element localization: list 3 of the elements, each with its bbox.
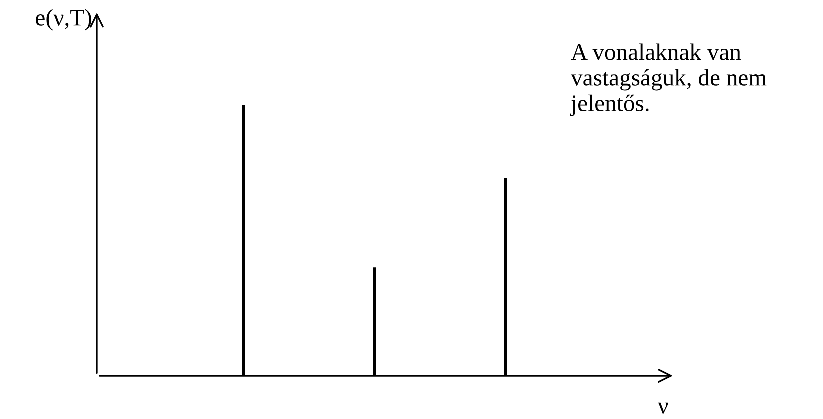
y-axis-title: e(ν,T)	[36, 9, 92, 31]
x-axis-title: ν	[658, 402, 668, 414]
annotation: A vonalaknak van vastagságuk, de nem jelentős.	[570, 44, 767, 116]
